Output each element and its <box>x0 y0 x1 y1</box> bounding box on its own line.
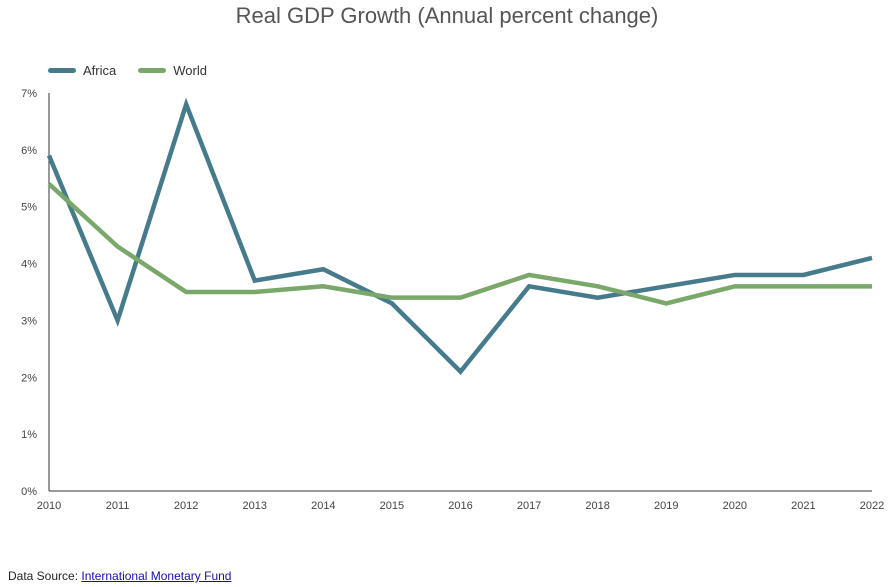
data-point-africa[interactable] <box>663 283 669 289</box>
legend: Africa World <box>48 63 229 78</box>
legend-swatch-world <box>138 68 167 73</box>
legend-item-world[interactable]: World <box>138 63 207 78</box>
y-tick-label: 6% <box>21 145 37 157</box>
data-point-africa[interactable] <box>595 295 601 301</box>
data-point-world[interactable] <box>595 283 601 289</box>
x-axis-ticks: 2010 2011 2012 2013 2014 2015 2016 2017 2018 2019… <box>37 500 884 512</box>
x-tick-label: 2014 <box>311 500 335 512</box>
y-tick-label: 3% <box>21 315 37 327</box>
y-axis-ticks: 0% 1% 2% 3% 4% 5% 6% 7% <box>21 88 37 498</box>
data-point-africa[interactable] <box>115 317 121 323</box>
data-point-africa[interactable] <box>732 272 738 278</box>
data-point-world[interactable] <box>526 272 532 278</box>
x-tick-label: 2022 <box>860 500 884 512</box>
series-line-world[interactable] <box>47 182 872 306</box>
x-tick-label: 2013 <box>243 500 267 512</box>
y-tick-label: 0% <box>21 486 37 498</box>
data-point-africa[interactable] <box>320 266 326 272</box>
legend-label-world: World <box>173 63 207 78</box>
data-point-world[interactable] <box>869 283 875 289</box>
x-tick-label: 2020 <box>723 500 747 512</box>
data-source-link[interactable]: International Monetary Fund <box>81 569 232 583</box>
data-point-africa[interactable] <box>183 101 189 107</box>
data-point-world[interactable] <box>800 283 806 289</box>
x-tick-label: 2017 <box>517 500 541 512</box>
data-source-label: Data Source: <box>8 569 82 583</box>
data-point-world[interactable] <box>183 289 189 295</box>
data-point-world[interactable] <box>389 295 395 301</box>
x-tick-label: 2021 <box>791 500 815 512</box>
data-point-world[interactable] <box>252 289 258 295</box>
x-tick-label: 2016 <box>448 500 472 512</box>
data-point-world[interactable] <box>732 283 738 289</box>
data-point-africa[interactable] <box>800 272 806 278</box>
data-point-africa[interactable] <box>252 278 258 284</box>
data-source: Data Source: International Monetary Fund <box>8 569 231 583</box>
data-point-africa[interactable] <box>458 369 464 375</box>
x-tick-label: 2011 <box>106 500 130 512</box>
data-point-world[interactable] <box>458 295 464 301</box>
data-point-africa[interactable] <box>869 255 875 261</box>
chart-title: Real GDP Growth (Annual percent change) <box>235 3 659 28</box>
x-tick-label: 2019 <box>654 500 678 512</box>
data-point-world[interactable] <box>320 283 326 289</box>
data-point-africa[interactable] <box>46 153 52 159</box>
data-point-world[interactable] <box>115 244 121 250</box>
x-tick-label: 2012 <box>174 500 198 512</box>
data-point-africa[interactable] <box>526 283 532 289</box>
legend-swatch-africa <box>48 68 76 73</box>
y-tick-label: 2% <box>21 372 37 384</box>
x-tick-label: 2010 <box>37 500 61 512</box>
x-tick-label: 2018 <box>585 500 609 512</box>
series-line-africa[interactable] <box>46 97 873 375</box>
legend-label-africa: Africa <box>83 63 117 78</box>
data-point-africa[interactable] <box>389 300 395 306</box>
y-tick-label: 4% <box>21 259 37 271</box>
y-tick-label: 7% <box>21 88 37 100</box>
x-tick-label: 2015 <box>380 500 404 512</box>
series-lines <box>46 97 875 375</box>
y-tick-label: 1% <box>21 429 37 441</box>
data-point-world[interactable] <box>46 181 52 187</box>
data-point-world[interactable] <box>663 300 669 306</box>
y-tick-label: 5% <box>21 202 37 214</box>
legend-item-africa[interactable]: Africa <box>48 63 116 78</box>
